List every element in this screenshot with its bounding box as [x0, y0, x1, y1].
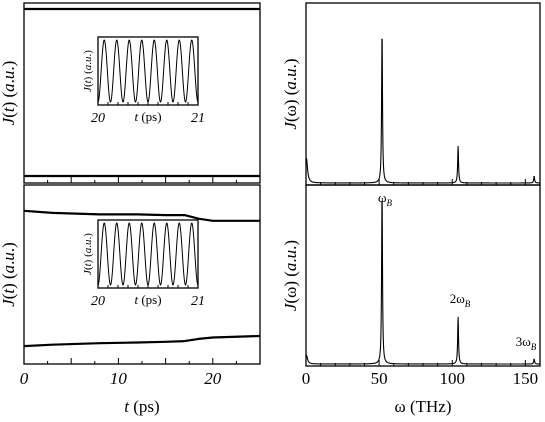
y-axis-label: J(t) (a.u.)	[0, 242, 18, 307]
plot-frame	[305, 2, 541, 186]
x-tick-label: 150	[513, 369, 539, 388]
peak-annotation-subscript: B	[387, 198, 393, 208]
spectrum-trace	[305, 38, 541, 184]
inset-x-tick-label: 21	[191, 111, 205, 126]
inset-frame	[97, 36, 199, 106]
inset-y-axis-label: J(t) (a.u.)	[82, 233, 94, 275]
inset-x-tick-label: 21	[191, 294, 205, 309]
inset-x-axis-label: t (ps)	[134, 292, 161, 307]
inset-x-tick-label: 20	[91, 111, 105, 126]
x-tick-label: 0	[302, 369, 311, 388]
inset-y-axis-label: J(t) (a.u.)	[82, 50, 94, 92]
x-axis-label: ω (THz)	[395, 397, 452, 416]
x-tick-label: 100	[440, 369, 466, 388]
peak-annotation: ωB	[378, 190, 393, 208]
plot-frame	[305, 184, 541, 367]
spectrum-trace	[305, 200, 541, 365]
peak-annotation-base: 2ω	[450, 291, 466, 306]
x-tick-label: 0	[20, 369, 29, 388]
inset-oscillation-trace	[97, 39, 199, 103]
x-tick-label: 20	[204, 369, 222, 388]
inset-x-tick-label: 20	[91, 294, 105, 309]
plot-frame	[23, 2, 261, 184]
peak-annotation-subscript: B	[531, 342, 537, 352]
frequency-panel-top: J(ω) (a.u.) ωB	[281, 2, 541, 208]
time-domain-panel-bottom: J(t) (a.u.) J(t) (a.u.) t (ps) 20 21 0 10 20 t (…	[0, 184, 261, 416]
x-tick-label: 10	[110, 369, 128, 388]
peak-annotation: 3ωB	[516, 334, 537, 352]
peak-annotation-subscript: B	[465, 299, 471, 309]
x-tick-label: 50	[371, 369, 388, 388]
inset-x-axis-label: t (ps)	[134, 109, 161, 124]
inset-frame	[97, 219, 199, 289]
y-axis-label: J(ω) (a.u.)	[281, 58, 300, 129]
y-axis-label: J(ω) (a.u.)	[281, 240, 300, 311]
current-trace-2	[23, 334, 261, 348]
x-axis-label: t (ps)	[124, 397, 159, 416]
current-trace-1	[23, 209, 260, 222]
peak-annotation: 2ωB	[450, 291, 471, 309]
inset-oscillation-trace	[97, 222, 199, 286]
y-axis-label: J(t) (a.u.)	[0, 61, 18, 126]
peak-annotation-base: 3ω	[516, 334, 532, 349]
time-domain-panel-top: J(t) (a.u.) J(t) (a.u.) t (ps) 20 21	[0, 2, 261, 184]
peak-annotation-base: ω	[378, 190, 387, 205]
